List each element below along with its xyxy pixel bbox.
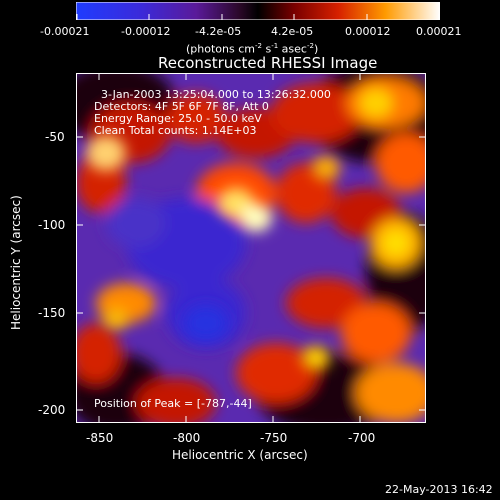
info-total-counts: Clean Total counts: 1.14E+03	[94, 124, 257, 137]
colorbar-tick-4: 0.00012	[345, 25, 391, 38]
y-tick-label: -200	[38, 403, 66, 417]
colorbar-tick-3: 4.2e-05	[271, 25, 314, 38]
timestamp: 22-May-2013 16:42	[385, 483, 493, 496]
colorbar-gradient	[76, 2, 440, 20]
rhessi-image	[76, 73, 426, 423]
info-energy-range: Energy Range: 25.0 - 50.0 keV	[94, 112, 262, 125]
x-tick-label: -800	[173, 431, 201, 445]
colorbar-units: (photons cm-2 s-1 asec-2)	[186, 42, 319, 56]
info-detectors: Detectors: 4F 5F 6F 7F 8F, Att 0	[94, 100, 269, 113]
colorbar-tick-2: -4.2e-05	[195, 25, 242, 38]
x-axis-label: Heliocentric X (arcsec)	[172, 448, 308, 462]
x-tick-label: -750	[260, 431, 288, 445]
y-tick-label: -100	[38, 218, 66, 232]
y-tick-label: -50	[45, 130, 65, 144]
colorbar-tick-5: 0.00021	[416, 25, 462, 38]
colorbar-tick-1: -0.00012	[121, 25, 171, 38]
y-axis-label: Heliocentric Y (arcsec)	[9, 195, 23, 330]
y-tick-label: -150	[38, 306, 66, 320]
image-canvas	[76, 73, 426, 423]
x-tick-label: -700	[348, 431, 376, 445]
plot-title: Reconstructed RHESSI Image	[158, 54, 378, 72]
peak-position-label: Position of Peak = [-787,-44]	[94, 397, 252, 410]
x-tick-label: -850	[86, 431, 114, 445]
info-time-range: 3-Jan-2003 13:25:04.000 to 13:26:32.000	[101, 88, 331, 101]
colorbar-tick-0: -0.00021	[40, 25, 90, 38]
colorbar	[76, 2, 440, 20]
